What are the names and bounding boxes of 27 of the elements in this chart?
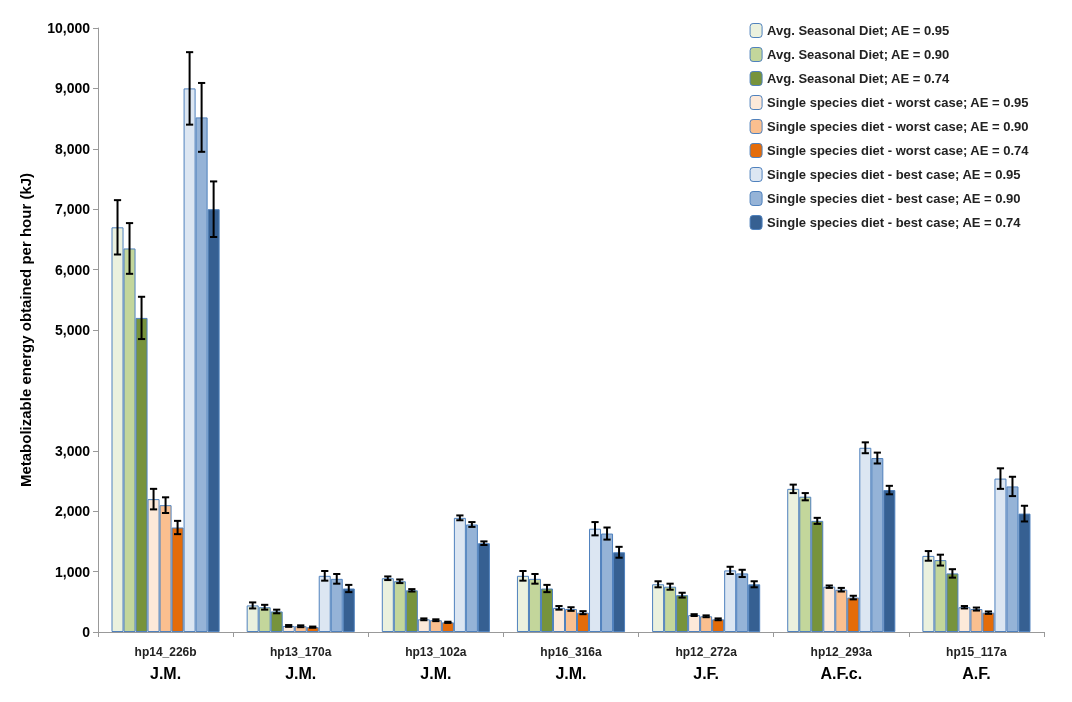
x-tick-label: hp16_316a J.M.: [540, 645, 603, 682]
y-tick-label: 2,000: [54, 503, 91, 520]
legend-label: Single species diet - best case; AE = 0.90: [767, 191, 1021, 206]
y-tick-label: 9,000: [54, 80, 91, 97]
x-tick-label: hp13_102a J.M.: [405, 645, 467, 682]
legend-label: Avg. Seasonal Diet; AE = 0.95: [767, 23, 950, 38]
y-axis-title: Metabolizable energy obtained per hour (kJ): [17, 172, 34, 488]
y-tick-label: 10,000: [47, 20, 91, 36]
y-tick-label: 7,000: [54, 201, 91, 218]
legend-label: Single species diet - best case; AE = 0.74: [767, 215, 1022, 230]
legend-label: Single species diet - worst case; AE = 0.95: [767, 95, 1029, 110]
x-tick-label: hp13_170a J.M.: [270, 645, 332, 682]
x-tick-label: hp14_226b J.M.: [134, 645, 197, 682]
legend-label: Avg. Seasonal Diet; AE = 0.90: [767, 47, 950, 62]
legend-label: Single species diet - worst case; AE = 0.90: [767, 119, 1029, 134]
y-tick-label: 8,000: [54, 140, 91, 157]
x-tick-label: hp12_293a A.F.c.: [810, 645, 873, 682]
legend-label: Avg. Seasonal Diet; AE = 0.74: [767, 71, 951, 86]
legend-label: Single species diet - worst case; AE = 0.74: [767, 143, 1030, 158]
x-tick-label: hp15_117a A.F.: [946, 645, 1008, 682]
y-tick-label: 3,000: [54, 442, 91, 459]
y-tick-label: 5,000: [54, 322, 91, 338]
y-tick-label: 1,000: [54, 563, 91, 580]
y-tick-label: 0: [82, 624, 91, 640]
legend-label: Single species diet - best case; AE = 0.95: [767, 167, 1021, 182]
x-tick-label: hp12_272a J.F.: [675, 645, 738, 682]
y-tick-label: 6,000: [54, 261, 91, 278]
